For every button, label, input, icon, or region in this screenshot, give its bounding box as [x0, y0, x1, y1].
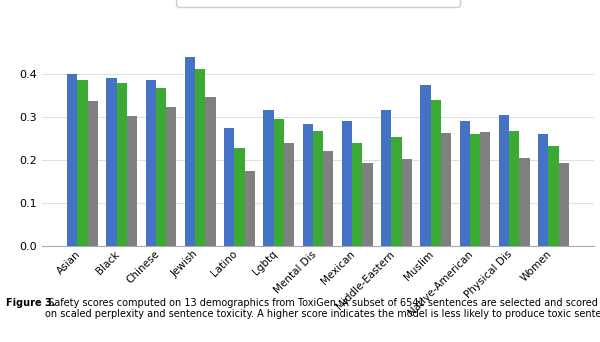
Bar — [302, 124, 313, 246]
Bar — [470, 134, 480, 246]
Text: Figure 3.: Figure 3. — [6, 298, 56, 307]
Bar — [127, 116, 137, 246]
Bar — [77, 80, 88, 246]
Bar — [235, 148, 245, 246]
Bar — [520, 158, 530, 246]
Bar — [313, 131, 323, 246]
Bar — [431, 101, 441, 246]
Bar — [284, 143, 294, 246]
Bar — [441, 133, 451, 246]
Text: Safety scores computed on 13 demographics from ToxiGen. A subset of 6541 sentenc: Safety scores computed on 13 demographic… — [45, 298, 600, 319]
Bar — [559, 163, 569, 246]
Bar — [116, 83, 127, 246]
Bar — [195, 69, 205, 246]
Bar — [146, 80, 156, 246]
Bar — [224, 128, 235, 246]
Bar — [401, 159, 412, 246]
Bar — [156, 88, 166, 246]
Bar — [509, 131, 520, 246]
Bar — [88, 101, 98, 246]
Bar — [342, 121, 352, 246]
Bar — [480, 132, 490, 246]
Bar — [548, 146, 559, 246]
Bar — [391, 137, 401, 246]
Bar — [274, 119, 284, 246]
Legend: Phi-1.5, Phi-2, Llama2-7b: Phi-1.5, Phi-2, Llama2-7b — [176, 0, 460, 7]
Bar — [421, 84, 431, 246]
Bar — [106, 78, 116, 246]
Bar — [245, 171, 255, 246]
Bar — [538, 134, 548, 246]
Bar — [352, 143, 362, 246]
Bar — [381, 110, 391, 246]
Bar — [205, 96, 215, 246]
Bar — [362, 163, 373, 246]
Bar — [460, 121, 470, 246]
Bar — [166, 107, 176, 246]
Bar — [323, 150, 334, 246]
Bar — [263, 110, 274, 246]
Bar — [185, 56, 195, 246]
Bar — [67, 74, 77, 246]
Bar — [499, 115, 509, 246]
